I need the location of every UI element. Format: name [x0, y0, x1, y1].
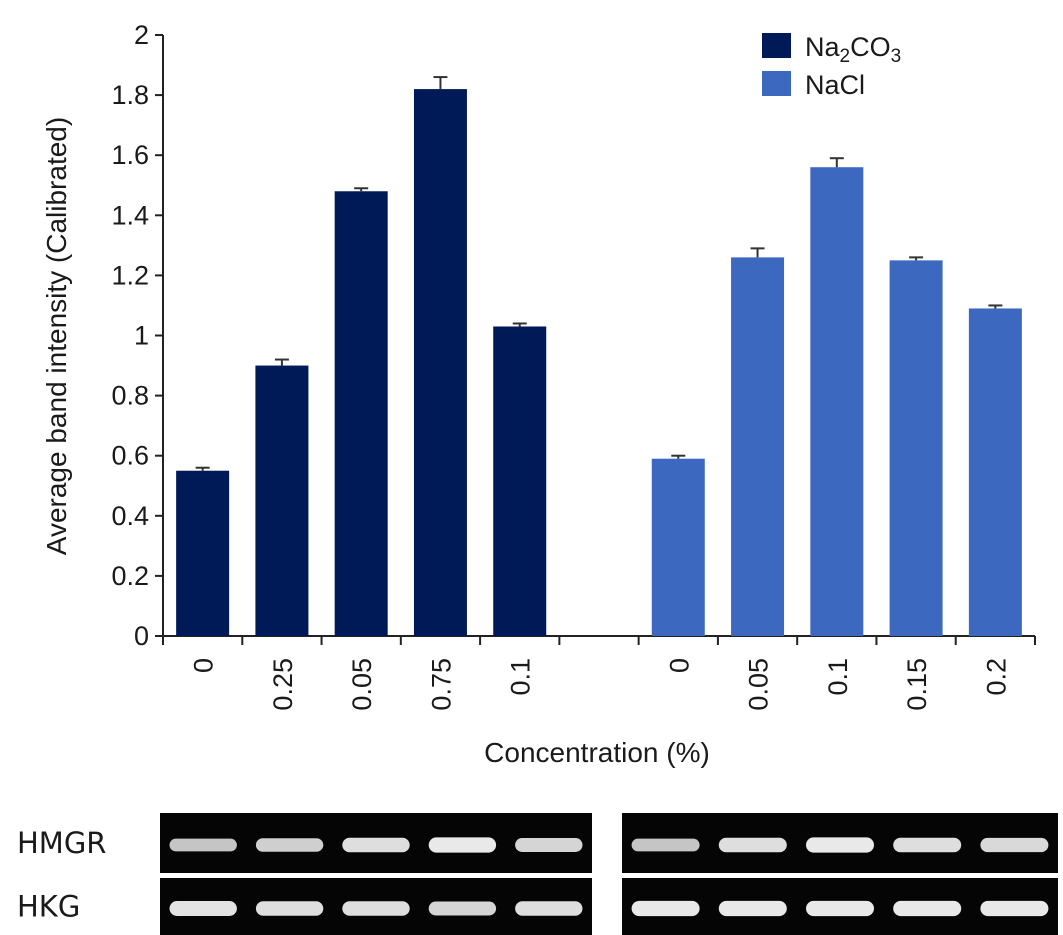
- x-tick-label: 0.05: [347, 658, 377, 711]
- y-tick-label: 0: [134, 621, 149, 651]
- bar-na2co3: [493, 326, 547, 636]
- x-tick-label: 0.75: [426, 658, 456, 711]
- gel-row-label: HKG: [17, 890, 80, 924]
- gel-band: [805, 900, 875, 917]
- gel-band: [428, 837, 497, 853]
- gel-band: [169, 901, 237, 916]
- gel-band: [718, 900, 787, 917]
- x-tick-label: 0: [664, 658, 694, 673]
- bar-nacl: [968, 308, 1022, 636]
- x-axis-title: Concentration (%): [484, 737, 710, 768]
- gel-band: [631, 900, 700, 917]
- bars: [176, 76, 1022, 637]
- x-tick-label: 0.15: [902, 658, 932, 711]
- gel-band: [515, 901, 583, 916]
- y-tick-label: 1.2: [111, 260, 149, 290]
- legend-swatch-na2co3: [762, 33, 791, 58]
- gel-band: [980, 900, 1049, 917]
- gel-band: [805, 837, 875, 853]
- y-tick-label: 1.8: [111, 80, 149, 110]
- gel-band: [980, 837, 1049, 853]
- bar-na2co3: [413, 89, 467, 637]
- y-tick-label: 0.6: [111, 441, 149, 471]
- gel-band: [169, 838, 237, 852]
- x-tick-label: 0.25: [268, 658, 298, 711]
- y-tick-label: 1.4: [111, 200, 149, 230]
- bar-nacl: [810, 167, 864, 636]
- gel-row-label: HMGR: [17, 826, 106, 860]
- gel-band: [631, 838, 700, 852]
- bar-na2co3: [255, 365, 309, 636]
- gel-band: [893, 900, 962, 917]
- x-tick-label: 0.05: [744, 658, 774, 711]
- legend-label-nacl: NaCl: [805, 70, 865, 100]
- x-tick-label: 0.2: [981, 658, 1011, 696]
- y-axis-ticks: 0 0.2 0.4 0.6 0.8 1 1.2 1.4 1.6 1.8 2: [111, 20, 163, 651]
- gel-band: [515, 838, 583, 852]
- bar-na2co3: [334, 191, 388, 636]
- legend-swatch-nacl: [762, 71, 791, 96]
- bar-nacl: [889, 260, 943, 636]
- bar-nacl: [731, 257, 785, 636]
- bar-na2co3: [176, 470, 230, 636]
- y-tick-label: 0.2: [111, 561, 149, 591]
- y-axis-title: Average band intensity (Calibrated): [41, 117, 72, 555]
- y-tick-label: 1: [134, 321, 149, 351]
- gel-image: HMGR HKG: [17, 813, 1058, 935]
- y-tick-label: 0.4: [111, 501, 149, 531]
- gel-band: [342, 901, 410, 916]
- y-tick-label: 2: [134, 20, 149, 50]
- gel-band: [718, 837, 787, 853]
- gel-band: [428, 901, 497, 916]
- gel-band: [255, 901, 324, 916]
- y-tick-label: 1.6: [111, 140, 149, 170]
- gel-band: [893, 837, 962, 853]
- gel-band: [255, 838, 324, 852]
- legend: Na2CO3 NaCl: [762, 32, 901, 100]
- gel-band: [342, 837, 410, 853]
- bar-nacl: [651, 458, 705, 636]
- x-tick-label: 0.1: [506, 658, 536, 696]
- x-tick-label: 0.1: [823, 658, 853, 696]
- x-tick-label: 0: [189, 658, 219, 673]
- x-axis-ticks: 0 0.25 0.05 0.75 0.1 0 0.05 0.1 0.15 0.2: [162, 636, 1036, 711]
- y-tick-label: 0.8: [111, 381, 149, 411]
- legend-label-na2co3: Na2CO3: [805, 32, 901, 67]
